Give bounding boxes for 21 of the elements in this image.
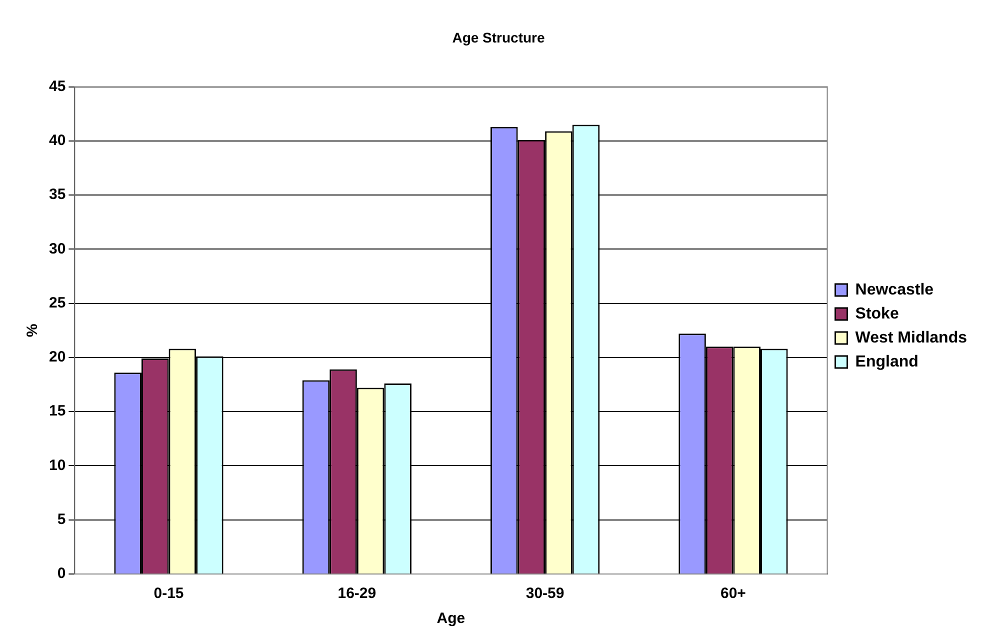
y-axis-title: % <box>24 324 42 338</box>
chart-title: Age Structure <box>452 29 545 46</box>
y-tick-label: 40 <box>48 132 66 150</box>
x-tick-label: 60+ <box>720 585 746 602</box>
y-tick-label: 20 <box>48 348 66 366</box>
y-tick-label: 45 <box>48 78 66 95</box>
legend-label: Stoke <box>855 305 899 322</box>
x-tick-label: 30-59 <box>526 585 564 602</box>
y-tick-label: 30 <box>48 240 66 258</box>
y-tick-label: 15 <box>48 402 66 420</box>
y-tick-label: 35 <box>48 186 66 204</box>
x-tick-label: 0-15 <box>154 585 184 602</box>
x-axis-title: Age <box>436 610 466 628</box>
y-tick-label: 25 <box>48 294 66 312</box>
legend-label: England <box>855 353 918 370</box>
y-tick-label: 5 <box>57 511 66 528</box>
legend-label: West Midlands <box>855 329 968 346</box>
x-tick-label: 16-29 <box>338 585 376 602</box>
y-tick-label: 10 <box>48 456 66 474</box>
y-tick-label: 0 <box>57 565 66 582</box>
legend-label: Newcastle <box>855 281 934 298</box>
